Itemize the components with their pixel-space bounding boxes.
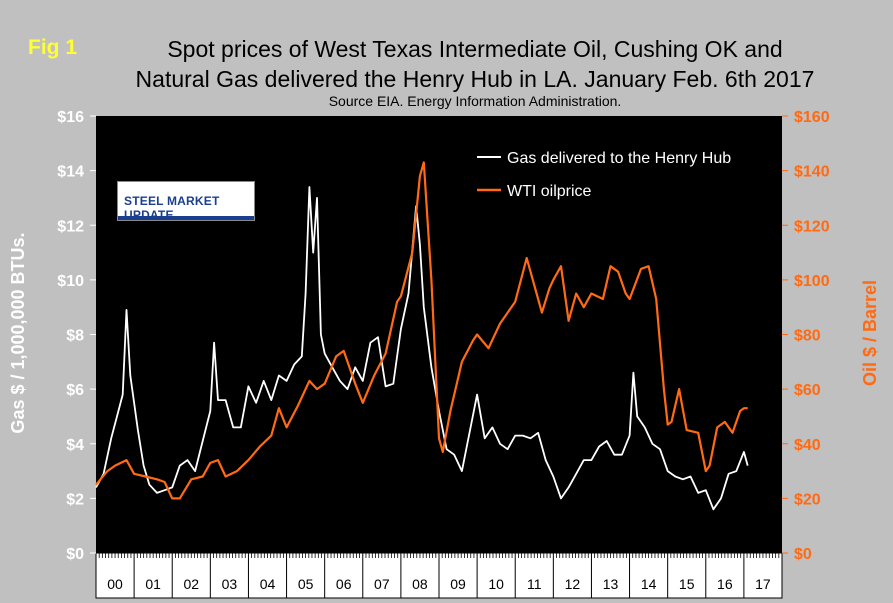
x-tick-label: 14 xyxy=(641,576,657,592)
x-tick-label: 03 xyxy=(222,576,238,592)
right-axis-ticks: $0 $20 $40 $60 $80 $100 $120 $140 $160 xyxy=(782,109,830,563)
chart-title-line-2: Natural Gas delivered the Henry Hub in L… xyxy=(135,66,815,92)
oil-series-line xyxy=(95,161,748,500)
right-tick-label: $40 xyxy=(794,437,821,454)
x-tick-label: 01 xyxy=(145,576,161,592)
left-tick-label: $10 xyxy=(57,273,84,290)
x-tick-label: 05 xyxy=(298,576,314,592)
right-tick-label: $80 xyxy=(794,328,821,345)
x-tick-label: 09 xyxy=(450,576,466,592)
right-tick-label: $20 xyxy=(794,491,821,508)
left-tick-label: $2 xyxy=(66,491,84,508)
left-axis-label: Gas $ / 1,000,000 BTUs. xyxy=(8,232,28,433)
right-tick-label: $140 xyxy=(794,164,830,181)
x-tick-label: 15 xyxy=(679,576,695,592)
left-axis-ticks: $0 $2 $4 $6 $8 $10 $12 $14 $16 xyxy=(57,109,96,563)
right-axis-label: Oil $ / Barrel xyxy=(860,280,880,386)
x-tick-label: 11 xyxy=(527,576,542,592)
chart-title-line-1: Spot prices of West Texas Intermediate O… xyxy=(167,36,783,62)
right-tick-label: $60 xyxy=(794,382,821,399)
x-tick-label: 06 xyxy=(336,576,352,592)
chart-source: Source EIA. Energy Information Administr… xyxy=(328,93,622,109)
x-axis-category-cells: 00 01 02 03 04 05 06 07 08 09 10 11 12 13 14 15 16 17 xyxy=(95,552,783,599)
logo-bar xyxy=(118,216,254,220)
gas-series-line xyxy=(95,186,749,511)
x-tick-label: 10 xyxy=(488,576,504,592)
legend: Gas delivered to the Henry Hub WTI oilpr… xyxy=(477,150,731,200)
figure-label: Fig 1 xyxy=(28,36,78,59)
right-tick-label: $120 xyxy=(794,218,830,235)
steel-market-update-logo: STEEL MARKET UPDATE xyxy=(117,181,255,222)
left-tick-label: $16 xyxy=(57,109,84,126)
x-tick-label: 04 xyxy=(260,576,276,592)
left-tick-label: $0 xyxy=(66,546,84,563)
x-tick-label: 00 xyxy=(107,576,123,592)
legend-gas-label: Gas delivered to the Henry Hub xyxy=(507,150,731,167)
left-tick-label: $8 xyxy=(66,328,84,345)
right-tick-label: $160 xyxy=(794,109,830,126)
x-tick-label: 02 xyxy=(183,576,199,592)
legend-oil-label: WTI oilprice xyxy=(507,183,592,200)
x-tick-label: 16 xyxy=(717,576,733,592)
x-tick-label: 12 xyxy=(565,576,581,592)
x-tick-label: 08 xyxy=(412,576,428,592)
left-tick-label: $6 xyxy=(66,382,84,399)
right-tick-label: $100 xyxy=(794,273,830,290)
left-tick-label: $12 xyxy=(57,218,84,235)
left-tick-label: $4 xyxy=(66,437,84,454)
x-tick-label: 07 xyxy=(374,576,390,592)
right-tick-label: $0 xyxy=(794,546,812,563)
left-tick-label: $14 xyxy=(57,164,84,181)
x-tick-label: 13 xyxy=(603,576,619,592)
x-tick-label: 17 xyxy=(755,576,771,592)
